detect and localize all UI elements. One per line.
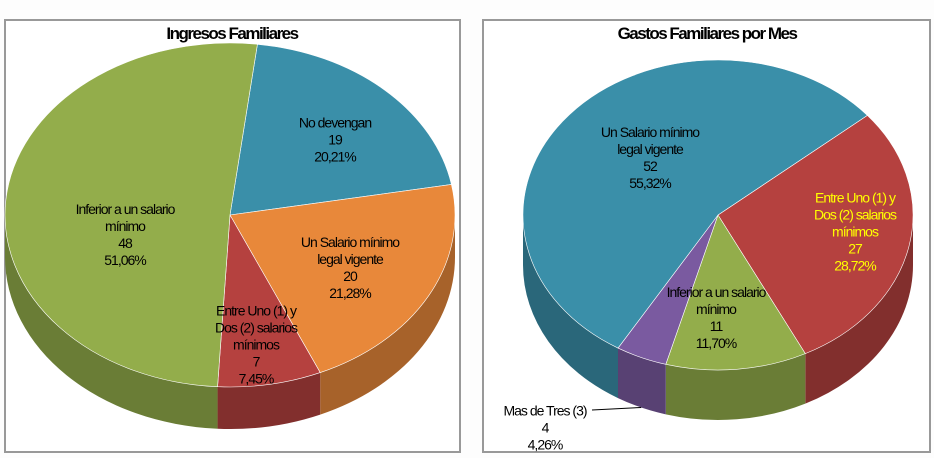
slice bbox=[4, 42, 258, 388]
label-line: 7 bbox=[252, 353, 261, 370]
label-line: 20,21% bbox=[314, 148, 356, 165]
slice bbox=[229, 184, 456, 373]
data-label: Mas de Tres (3) 4 4,26% bbox=[500, 403, 590, 454]
label-line: Entre Uno (1) y Dos (2) salarios mínimos bbox=[813, 189, 897, 240]
chart-title: Ingresos Familiares bbox=[166, 24, 299, 43]
slice-side bbox=[523, 215, 619, 399]
slice-side bbox=[665, 353, 806, 420]
slice bbox=[217, 213, 321, 388]
slice bbox=[229, 43, 452, 216]
label-line: 11,70% bbox=[695, 335, 737, 351]
label-line: 51,06% bbox=[104, 252, 146, 268]
label-line: 21,28% bbox=[329, 285, 371, 301]
label-line: 7,45% bbox=[238, 370, 275, 387]
slice bbox=[665, 214, 806, 371]
data-label: No devengan 19 20,21% bbox=[280, 115, 390, 166]
label-line: 52 bbox=[643, 158, 658, 174]
slice bbox=[717, 114, 914, 354]
label-line: 20 bbox=[343, 268, 358, 284]
slice-side bbox=[217, 372, 321, 430]
slice-side bbox=[5, 215, 218, 429]
data-label: Inferior a un salario mínimo 48 51,06% bbox=[55, 201, 195, 269]
label-line: Un Salario mínimo legal vigente bbox=[300, 234, 400, 267]
label-line: 4 bbox=[541, 419, 550, 436]
label-line: Un Salario mínimo legal vigente bbox=[600, 124, 700, 157]
data-label: Entre Uno (1) y Dos (2) salarios mínimos… bbox=[810, 190, 900, 275]
label-line: Entre Uno (1) y Dos (2) salarios mínimos bbox=[214, 302, 298, 353]
slice-side bbox=[805, 215, 913, 404]
data-label: Inferior a un salario mínimo 11 11,70% bbox=[666, 284, 767, 352]
label-line: No devengan bbox=[298, 114, 372, 131]
data-label: Entre Uno (1) y Dos (2) salarios mínimos… bbox=[211, 303, 301, 388]
slice-side bbox=[618, 348, 666, 415]
label-line: Mas de Tres (3) bbox=[503, 402, 587, 419]
label-line: 48 bbox=[118, 235, 133, 251]
slice-side bbox=[320, 215, 455, 415]
label-line: Inferior a un salario mínimo bbox=[75, 201, 176, 234]
slice bbox=[522, 59, 868, 349]
label-line: 11 bbox=[709, 318, 724, 334]
label-line: Inferior a un salario mínimo bbox=[666, 284, 767, 317]
data-label: Un Salario mínimo legal vigente 52 55,32% bbox=[595, 124, 705, 192]
label-line: 4,26% bbox=[527, 436, 564, 453]
label-line: 28,72% bbox=[834, 257, 876, 274]
chart-title: Gastos Familiares por Mes bbox=[617, 24, 798, 43]
data-label: Un Salario mínimo legal vigente 20 21,28% bbox=[295, 234, 405, 302]
label-line: 27 bbox=[848, 240, 863, 257]
label-line: 55,32% bbox=[629, 175, 671, 191]
leader-line bbox=[591, 406, 642, 411]
label-line: 19 bbox=[328, 131, 343, 148]
